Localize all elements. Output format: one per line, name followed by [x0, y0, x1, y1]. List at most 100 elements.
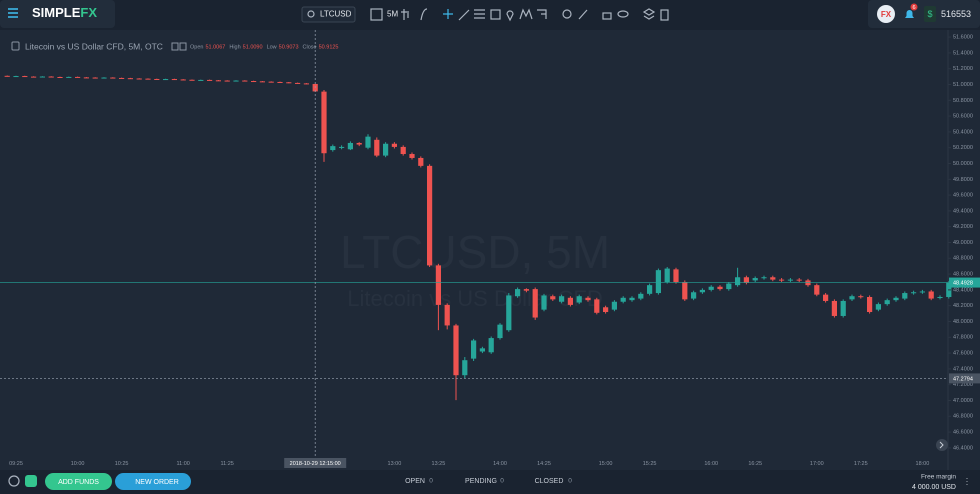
- candle-body: [867, 297, 873, 313]
- price-axis: [948, 30, 980, 470]
- top-bar: [0, 0, 980, 30]
- fib-tool[interactable]: [474, 9, 485, 19]
- candle-body: [497, 324, 503, 339]
- candle-body: [594, 299, 600, 313]
- candle-body: [611, 301, 617, 310]
- candle-body: [462, 360, 468, 376]
- candle-body: [726, 283, 732, 290]
- trash-icon[interactable]: [660, 9, 669, 21]
- candle-body: [101, 77, 107, 79]
- avatar[interactable]: [877, 5, 895, 23]
- candle-body: [321, 91, 327, 154]
- crosshair-tool[interactable]: [443, 9, 453, 19]
- candle-type-icon[interactable]: [401, 9, 409, 20]
- zoom-icon[interactable]: [562, 9, 572, 19]
- y-tick-label: 47.4000: [953, 366, 973, 372]
- candle-body: [391, 143, 397, 147]
- candle-body: [823, 294, 829, 301]
- x-tick-label: 2018-10-29 12:15:00: [290, 461, 341, 467]
- candle-body: [22, 76, 28, 78]
- y-tick-label: 48.2000: [953, 303, 973, 309]
- candle-body: [814, 285, 820, 295]
- series-icon[interactable]: [11, 41, 20, 51]
- closed-tab[interactable]: CLOSED 0: [535, 478, 573, 485]
- chart-title: Litecoin vs US Dollar CFD, 5M, OTC: [25, 41, 163, 51]
- notifications-icon[interactable]: [905, 10, 914, 18]
- visibility-icon[interactable]: [617, 10, 629, 18]
- search-icon: [307, 10, 315, 18]
- candle-body: [66, 76, 72, 78]
- watermark-name: Litecoin vs US Dollar CFD: [347, 286, 603, 311]
- candle-body: [92, 77, 98, 79]
- plot: [0, 30, 952, 458]
- y-tick-label: 51.2000: [953, 66, 973, 72]
- candle-body: [699, 289, 705, 293]
- y-tick-label: 46.8000: [953, 414, 973, 420]
- trend-line-tool[interactable]: [458, 9, 470, 21]
- candle-body: [427, 165, 433, 266]
- candle-body: [884, 300, 890, 305]
- shape-tool[interactable]: [490, 9, 501, 20]
- tab-label: OPEN: [405, 478, 425, 485]
- add-funds-button[interactable]: [45, 473, 112, 490]
- y-tick-label: 49.8000: [953, 177, 973, 183]
- pattern-tool[interactable]: [519, 8, 533, 20]
- candle-body: [110, 77, 116, 79]
- free-margin-label: Free margin: [921, 474, 956, 481]
- y-tick-label: 50.8000: [953, 98, 973, 104]
- candle-body: [233, 80, 239, 82]
- candle-body: [488, 338, 494, 353]
- candle-body: [717, 286, 723, 290]
- menu-button[interactable]: [8, 8, 18, 18]
- pending-tab[interactable]: PENDING 0: [465, 478, 504, 485]
- x-tick-label: 15:00: [599, 461, 613, 467]
- account-number[interactable]: 516553: [941, 9, 971, 19]
- candle-body: [532, 289, 538, 318]
- lock-icon[interactable]: [602, 12, 612, 20]
- candle-body: [603, 307, 609, 313]
- ruler-icon[interactable]: [578, 9, 588, 20]
- candle-body: [347, 142, 353, 150]
- y-tick-label: 46.4000: [953, 445, 973, 451]
- candle-body: [840, 300, 846, 316]
- x-tick-label: 16:25: [748, 461, 762, 467]
- candle-body: [787, 279, 793, 281]
- chat-icon[interactable]: [25, 475, 37, 487]
- x-tick-label: 17:25: [854, 461, 868, 467]
- candle-body: [365, 136, 371, 148]
- measure-tool[interactable]: [537, 9, 547, 19]
- legend-label: Low: [267, 44, 277, 50]
- candle-body: [796, 279, 802, 281]
- candle-body: [708, 286, 714, 290]
- candle-body: [374, 139, 380, 156]
- layers-icon[interactable]: [642, 8, 656, 20]
- notification-count: 6: [912, 5, 915, 11]
- avatar-label: FX: [881, 10, 892, 19]
- free-margin-value: 4 000.00 USD: [912, 484, 956, 491]
- currency: $: [927, 9, 932, 19]
- crosshair-price-tag: [949, 373, 980, 384]
- scroll-to-end[interactable]: [936, 439, 948, 451]
- candle-body: [902, 293, 908, 299]
- candle-body: [752, 278, 758, 281]
- x-tick-label: 15:25: [643, 461, 657, 467]
- candle-body: [673, 269, 679, 282]
- hide-icon[interactable]: [179, 42, 187, 51]
- marker-tool[interactable]: [506, 10, 514, 22]
- symbol-search[interactable]: [301, 6, 356, 23]
- x-tick-label: 13:00: [388, 461, 402, 467]
- legend-label: Open: [190, 44, 203, 50]
- x-tick-label: 10:25: [115, 461, 129, 467]
- new-order-button[interactable]: [115, 473, 191, 490]
- timeframe[interactable]: 5M: [387, 10, 398, 19]
- candle-body: [171, 79, 177, 81]
- indicators-icon[interactable]: [420, 8, 428, 21]
- notification-badge: [910, 3, 918, 11]
- candle-body: [4, 75, 10, 77]
- settings-icon[interactable]: [171, 42, 179, 51]
- layout-icon[interactable]: [370, 8, 383, 21]
- candle-body: [911, 292, 917, 294]
- open-tab[interactable]: OPEN 0: [405, 478, 433, 485]
- candle-body: [145, 78, 151, 80]
- robot-icon[interactable]: [8, 475, 20, 487]
